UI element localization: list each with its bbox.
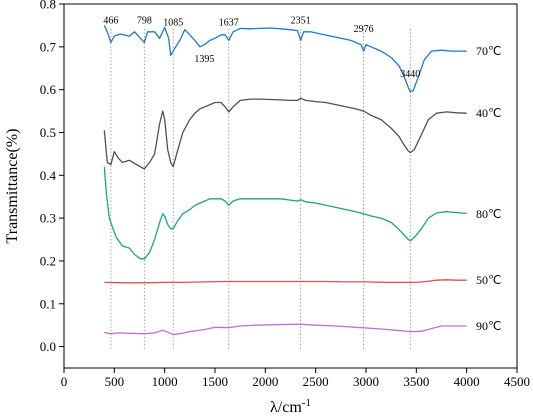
y-tick-label: 0.5: [40, 125, 56, 140]
series-label-3: 50℃: [476, 273, 501, 287]
series-line-2: [103, 166, 467, 260]
x-axis-title: λ/cm-1: [270, 397, 311, 416]
x-tick-label: 4000: [454, 374, 480, 389]
peak-annotations: 466 798 1085 1395 1637 2351 2976 3440: [103, 15, 420, 80]
series-label-4: 90℃: [476, 319, 501, 333]
series-lines: [103, 25, 467, 336]
x-tick-label: 500: [105, 374, 125, 389]
x-tick-label: 3500: [403, 374, 429, 389]
series-label-2: 80℃: [476, 207, 501, 221]
y-tick-label: 0.2: [40, 253, 56, 268]
series-line-3: [104, 279, 467, 284]
peak-label-798: 798: [137, 15, 152, 26]
peak-label-2976: 2976: [354, 24, 374, 35]
peak-reference-lines: [110, 28, 411, 349]
x-tick-label: 2500: [303, 374, 329, 389]
series-line-1: [103, 97, 467, 170]
x-tick-label: 1000: [152, 374, 178, 389]
y-tick-label: 0.6: [40, 82, 57, 97]
x-tick-label: 4500: [504, 374, 530, 389]
peak-label-1085: 1085: [163, 17, 183, 28]
y-tick-label: 0.4: [40, 168, 57, 183]
x-axis-title-superscript: -1: [302, 397, 311, 409]
x-tick-label: 1500: [202, 374, 228, 389]
y-tick-label: 0.8: [40, 0, 56, 12]
y-tick-label: 0.7: [40, 39, 57, 54]
y-tick-label: 0.1: [40, 296, 56, 311]
peak-label-1637: 1637: [219, 17, 239, 28]
series-labels: 70℃ 40℃ 80℃ 50℃ 90℃: [476, 44, 501, 333]
peak-label-466: 466: [103, 15, 118, 26]
series-line-0: [103, 25, 467, 93]
x-tick-label: 0: [61, 374, 68, 389]
series-label-0: 70℃: [476, 44, 501, 58]
peak-label-2351: 2351: [291, 15, 311, 26]
y-tick-label: 0.3: [40, 211, 56, 226]
axis-ticks: 0 500 1000 1500 2000 2500 3000 3500 4000 4500 0.0 0…: [40, 0, 530, 389]
peak-label-3440: 3440: [400, 69, 420, 80]
y-axis-title: Transmittance(%): [4, 129, 21, 244]
x-tick-label: 3000: [353, 374, 379, 389]
series-line-4: [104, 323, 467, 336]
y-tick-label: 0.0: [40, 339, 56, 354]
x-tick-label: 2000: [252, 374, 278, 389]
series-label-1: 40℃: [476, 106, 501, 120]
x-axis-title-text: λ/cm: [270, 399, 302, 416]
peak-label-1395: 1395: [194, 54, 214, 65]
plot-frame: [63, 3, 518, 369]
